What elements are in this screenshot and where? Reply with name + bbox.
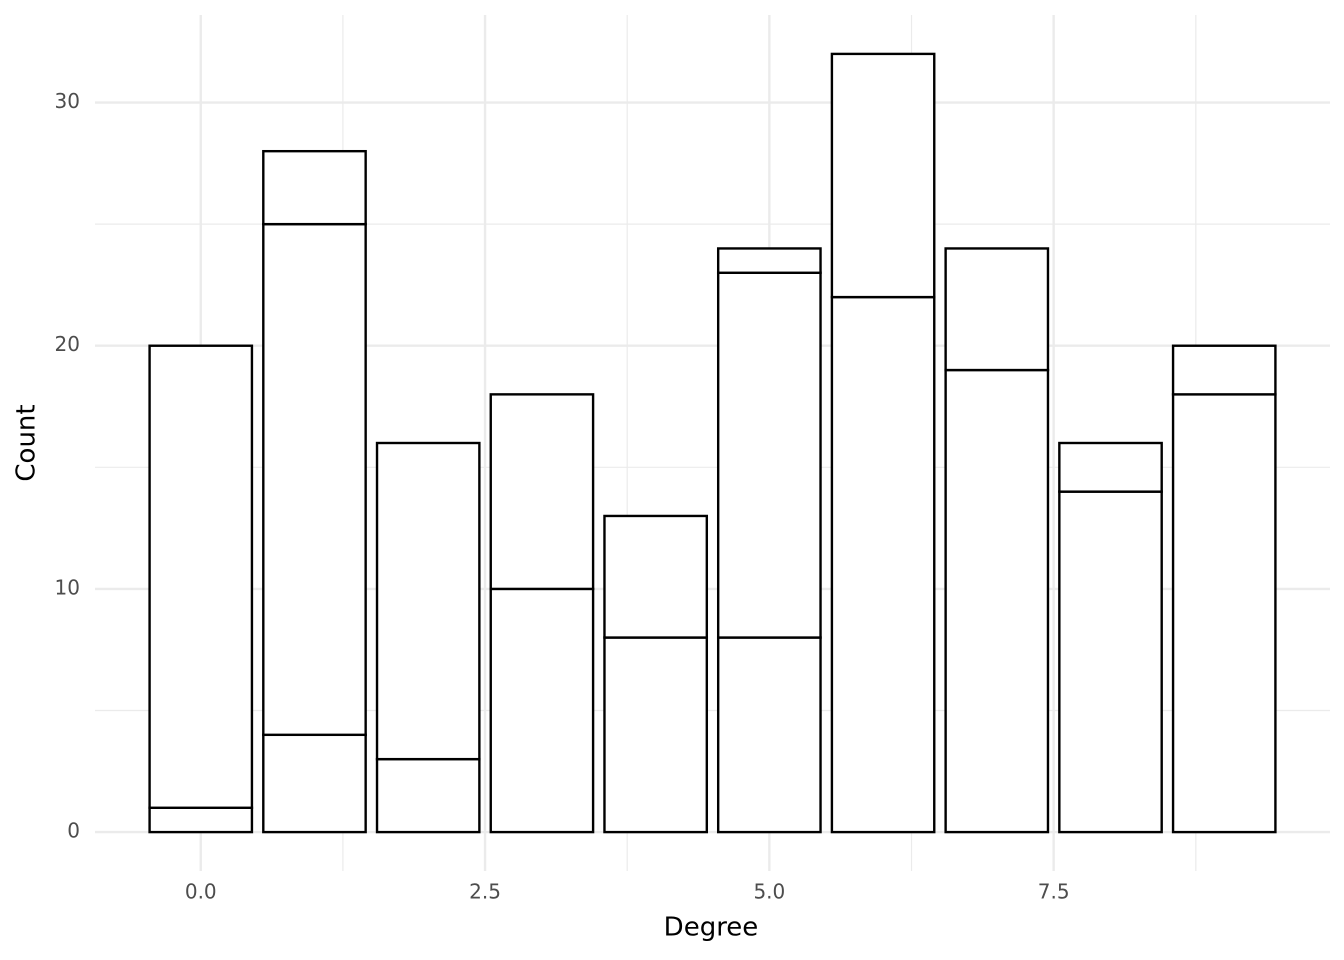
x-tick-label: 5.0 [753,880,785,904]
bar-segment [830,295,936,834]
y-axis-title: Count [12,404,42,481]
bar-segment [830,52,936,299]
bar-segment [944,368,1050,834]
bar-segment [1058,490,1163,834]
x-tick-label: 7.5 [1038,880,1070,904]
bar-segment [1171,393,1277,834]
y-tick-label: 10 [55,575,80,599]
bar-segment [716,271,822,639]
bar-segment [489,587,595,834]
bar-segment [375,757,481,834]
bar-segment [148,806,254,834]
y-tick-label: 0 [67,819,80,843]
bar-segment [603,636,709,834]
bar-segment [148,344,254,809]
x-tick-label: 2.5 [469,880,501,904]
bar-segment [262,733,367,834]
bar-segment [603,514,709,639]
x-axis-title: Degree [664,913,759,943]
bar-segment [716,636,822,834]
y-tick-label: 20 [55,332,80,356]
bar-segment [944,247,1050,372]
bar-segment [375,441,481,761]
y-tick-label: 30 [55,89,80,113]
bar-segment [716,247,822,274]
bar-segment [262,149,367,226]
x-tick-label: 0.0 [185,880,217,904]
bar-segment [262,222,367,737]
bar-segment [1058,441,1163,493]
bar-segment [1171,344,1277,396]
bar-segment [489,393,595,591]
